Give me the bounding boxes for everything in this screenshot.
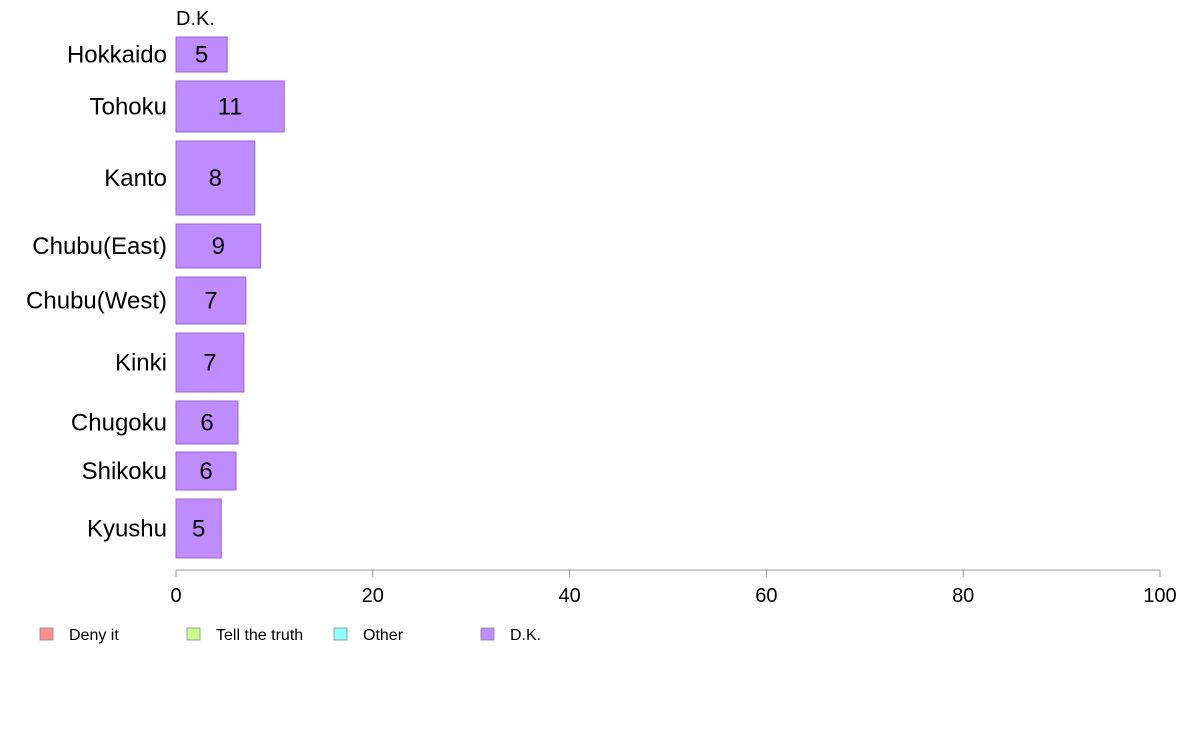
category-label: Chubu(West) [26,288,167,315]
legend-swatch [480,627,495,641]
legend-label: D.K. [510,627,541,644]
legend: Deny it Tell the truth Other D.K. [39,627,541,644]
bar-chugoku [175,400,239,445]
bar-value-label: 5 [192,516,205,543]
bar-kyushu [175,498,222,559]
x-tick-label: 0 [170,585,181,607]
category-label: Tohoku [90,94,167,121]
x-tick-label: 100 [1143,585,1176,607]
bar-kinki [175,332,245,393]
bar-kanto [175,140,256,216]
bar-value-label: 11 [218,94,243,121]
bar-hokkaido [175,36,228,73]
legend-label: Other [363,627,404,644]
bar-value-label: 6 [200,410,213,437]
category-label: Kanto [104,165,167,192]
panel-label: D.K. [176,8,215,30]
category-label: Hokkaido [67,42,167,69]
bar-value-label: 6 [199,458,212,485]
bar-value-label: 8 [209,165,222,192]
x-axis: 0 20 40 60 80 100 [170,569,1177,607]
legend-swatch [186,627,201,641]
bar-chubu-east- [175,223,262,269]
x-tick-label: 20 [362,585,384,607]
legend-label: Deny it [69,627,119,644]
bar-value-label: 9 [212,233,225,260]
category-label: Shikoku [82,458,167,485]
x-tick-label: 80 [952,585,974,607]
x-tick-label: 60 [755,585,777,607]
legend-label: Tell the truth [216,627,303,644]
bar-value-label: 7 [203,350,216,377]
bar-value-label: 5 [195,42,208,69]
category-label: Chugoku [71,410,167,437]
category-label: Chubu(East) [32,233,167,260]
legend-swatch [333,627,348,641]
bars-layer: 5 Hokkaido 11 Tohoku 8 Kanto 9 Chubu(East) 7 Chub… [26,36,285,559]
x-tick-label: 40 [558,585,580,607]
category-label: Kyushu [87,516,167,543]
bar-shikoku [175,451,237,491]
legend-swatch [39,627,54,641]
category-label: Kinki [115,350,167,377]
bar-tohoku [175,80,285,133]
bar-value-label: 7 [204,288,217,315]
bar-chubu-west- [175,276,247,325]
